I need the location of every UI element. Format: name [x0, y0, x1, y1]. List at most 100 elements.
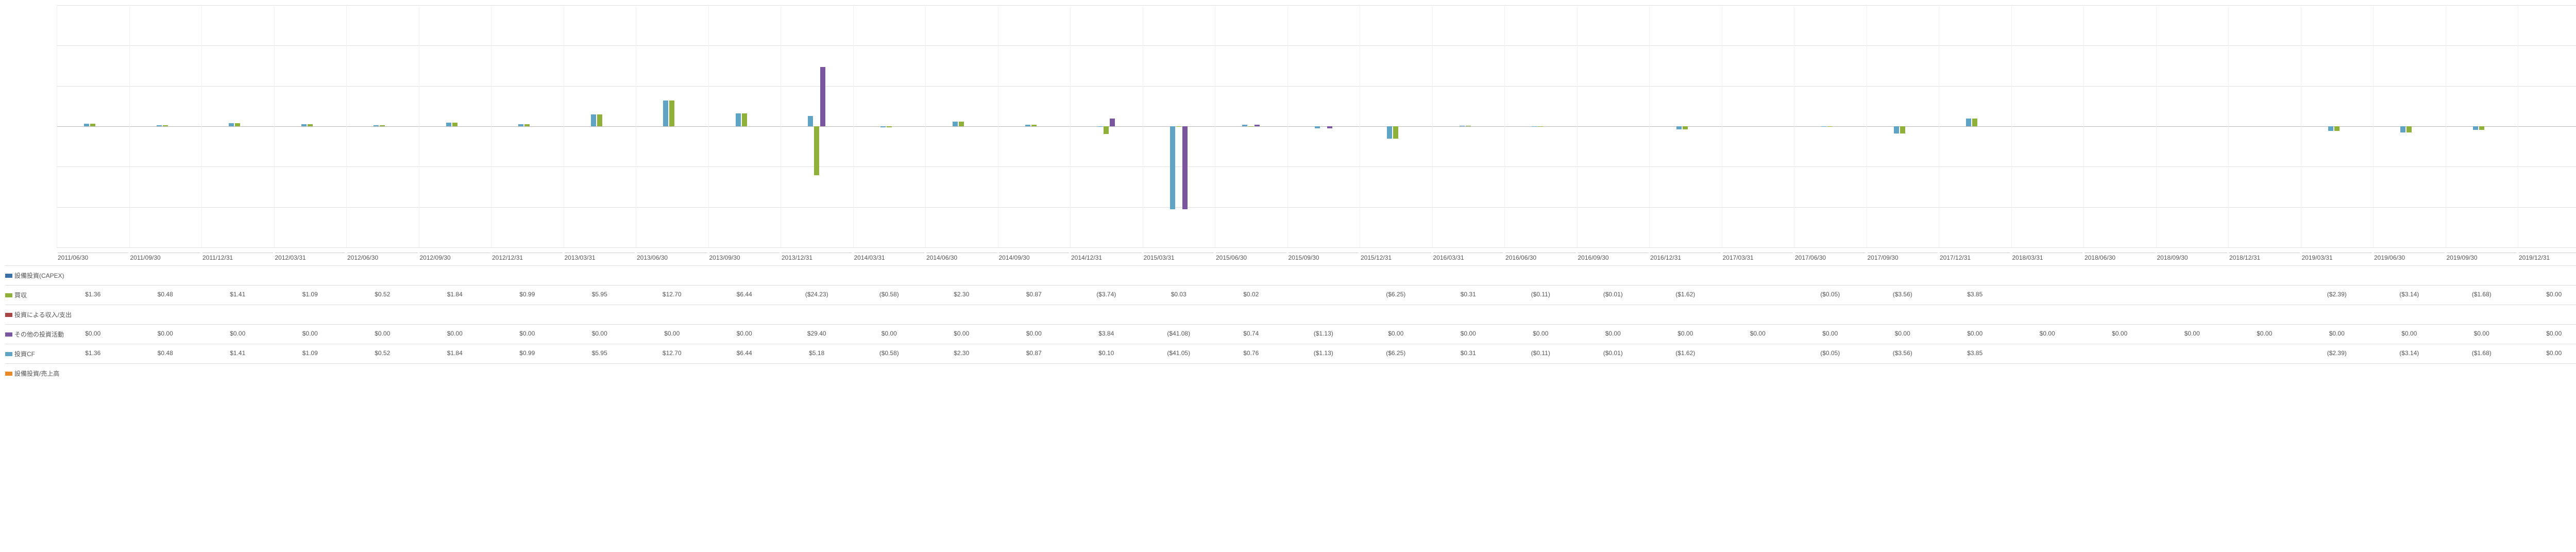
table-row: 買収買収$1.36$0.48$1.41$1.09$0.52$1.84$0.99$… — [5, 285, 2576, 305]
x-label: 2016/09/30 — [1578, 253, 1649, 261]
table-cell: ($0.11) — [1531, 349, 1550, 357]
table-cell: $12.70 — [663, 291, 682, 298]
bar — [380, 125, 385, 126]
x-label: 2012/09/30 — [420, 253, 490, 261]
bar — [1894, 126, 1899, 133]
table-cell: $0.00 — [1822, 330, 1838, 337]
table-cell: ($3.56) — [1893, 291, 1912, 298]
bar — [2328, 126, 2333, 131]
table-cell: $0.48 — [158, 349, 173, 357]
bar — [301, 124, 307, 126]
x-label: 2012/03/31 — [275, 253, 346, 261]
table-cell: $0.00 — [447, 330, 463, 337]
x-label: 2017/12/31 — [1940, 253, 2010, 261]
bar — [808, 116, 813, 126]
row-label-text: 投資による収入/支出 — [14, 310, 72, 319]
table-cell: ($6.25) — [1386, 349, 1405, 357]
bar — [1676, 126, 1682, 129]
x-label: 2013/09/30 — [709, 253, 780, 261]
table-cell: $0.00 — [2040, 330, 2055, 337]
bar — [1327, 126, 1332, 128]
table-cell: ($6.25) — [1386, 291, 1405, 298]
table-cell: $0.87 — [1026, 349, 1042, 357]
legend-swatch — [5, 332, 12, 337]
table-cell: $5.95 — [592, 291, 607, 298]
table-cell: $0.00 — [1750, 330, 1766, 337]
bar — [1025, 125, 1030, 126]
table-row: 設備投資/売上高設備投資/売上高 — [5, 363, 2576, 383]
bar — [1387, 126, 1392, 139]
table-cell: $0.00 — [519, 330, 535, 337]
plot-region — [57, 5, 2576, 247]
row-label-left: 設備投資/売上高 — [5, 369, 59, 378]
bar — [374, 125, 379, 126]
x-label: 2013/12/31 — [782, 253, 852, 261]
table-cell: $0.00 — [2329, 330, 2345, 337]
bar — [814, 126, 819, 175]
bar — [2406, 126, 2412, 132]
table-cell: $29.40 — [807, 330, 826, 337]
bar — [1170, 126, 1175, 209]
bar — [1104, 126, 1109, 134]
table-cell: $0.00 — [1026, 330, 1042, 337]
bar — [2334, 126, 2340, 131]
x-label: 2017/06/30 — [1795, 253, 1866, 261]
x-label: 2016/06/30 — [1505, 253, 1576, 261]
table-cell: $0.00 — [1388, 330, 1403, 337]
x-label: 2018/06/30 — [2084, 253, 2155, 261]
table-cell: $0.00 — [592, 330, 607, 337]
bar — [229, 123, 234, 126]
table-cell: $1.84 — [447, 349, 463, 357]
table-cell: ($1.62) — [1675, 291, 1695, 298]
x-label: 2019/12/31 — [2519, 253, 2576, 261]
x-label: 2016/03/31 — [1433, 253, 1504, 261]
x-label: 2013/06/30 — [637, 253, 707, 261]
row-label-left: 買収 — [5, 291, 27, 299]
table-cell: $0.00 — [1677, 330, 1693, 337]
legend-swatch — [5, 293, 12, 297]
x-label: 2014/12/31 — [1071, 253, 1142, 261]
x-label: 2011/09/30 — [130, 253, 201, 261]
table-cell: $0.31 — [1461, 349, 1476, 357]
bar — [663, 101, 668, 126]
row-label-text: 設備投資(CAPEX) — [14, 271, 64, 280]
table-cell: ($0.11) — [1531, 291, 1550, 298]
table-cell: $0.00 — [302, 330, 318, 337]
bar — [235, 123, 240, 126]
table-cell: $1.84 — [447, 291, 463, 298]
table-cell: $0.00 — [1461, 330, 1476, 337]
table-row: その他の投資活動その他の投資活動$0.00$0.00$0.00$0.00$0.0… — [5, 324, 2576, 344]
table-cell: $0.00 — [1605, 330, 1621, 337]
x-label: 2017/03/31 — [1723, 253, 1793, 261]
table-cell: $1.36 — [85, 291, 100, 298]
table-cell: $0.00 — [2112, 330, 2127, 337]
bar — [518, 124, 523, 126]
table-cell: $3.84 — [1098, 330, 1114, 337]
bar — [1966, 119, 1971, 126]
table-cell: ($2.39) — [2327, 349, 2347, 357]
bar — [591, 114, 596, 126]
table-cell: ($1.68) — [2472, 291, 2492, 298]
table-cell: $1.41 — [230, 291, 245, 298]
table-cell: ($2.39) — [2327, 291, 2347, 298]
legend-swatch — [5, 372, 12, 376]
x-label: 2019/06/30 — [2374, 253, 2445, 261]
table-cell: $0.00 — [664, 330, 680, 337]
table-cell: $5.18 — [809, 349, 824, 357]
table-cell: $5.95 — [592, 349, 607, 357]
table-cell: ($0.05) — [1820, 291, 1840, 298]
x-label: 2015/12/31 — [1361, 253, 1431, 261]
bar — [524, 124, 530, 126]
table-cell: ($3.56) — [1893, 349, 1912, 357]
bar — [1315, 126, 1320, 128]
x-label: 2013/03/31 — [565, 253, 635, 261]
table-cell: $0.00 — [737, 330, 752, 337]
bar — [820, 67, 825, 126]
table-cell: ($0.01) — [1603, 291, 1623, 298]
table-cell: ($1.68) — [2472, 349, 2492, 357]
table-cell: ($1.62) — [1675, 349, 1695, 357]
row-label-text: 買収 — [14, 291, 27, 299]
table-cell: $0.99 — [519, 291, 535, 298]
bar — [953, 122, 958, 126]
x-label: 2015/09/30 — [1289, 253, 1359, 261]
